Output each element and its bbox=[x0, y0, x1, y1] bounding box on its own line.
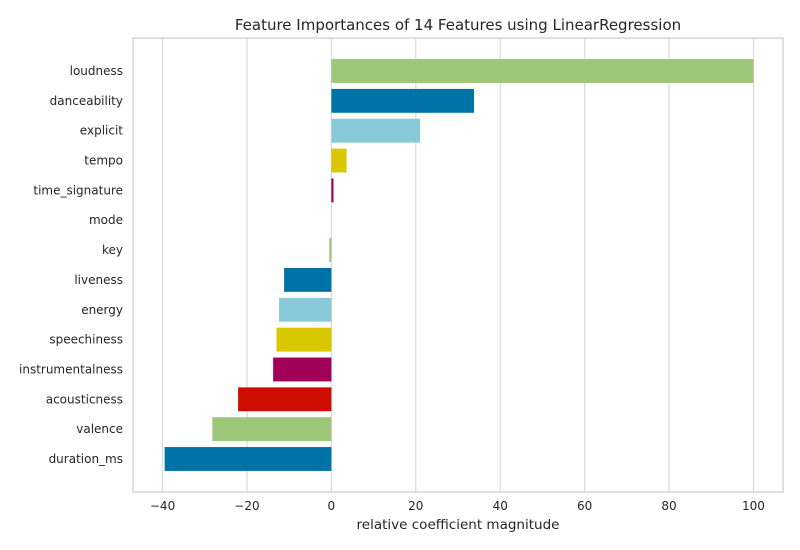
x-axis-label: relative coefficient magnitude bbox=[357, 517, 560, 533]
x-tick-label: −40 bbox=[150, 499, 175, 513]
bar-speechiness bbox=[276, 327, 332, 352]
bar-tempo bbox=[331, 148, 347, 173]
y-tick-label: speechiness bbox=[49, 333, 123, 347]
x-tick-label: 80 bbox=[661, 499, 676, 513]
y-tick-label: loudness bbox=[70, 64, 123, 78]
x-tick-label: 40 bbox=[493, 499, 508, 513]
y-tick-label: instrumentalness bbox=[19, 362, 123, 376]
x-tick-label: 0 bbox=[328, 499, 336, 513]
bars bbox=[164, 59, 754, 471]
bar-explicit bbox=[331, 118, 421, 143]
x-tick-label: 60 bbox=[577, 499, 592, 513]
y-tick-label: explicit bbox=[80, 124, 123, 138]
bar-valence bbox=[212, 417, 332, 442]
bar-energy bbox=[279, 297, 332, 322]
gridlines bbox=[161, 38, 755, 492]
bar-duration-ms bbox=[164, 447, 332, 471]
y-tick-label: key bbox=[102, 243, 123, 257]
bar-instrumentalness bbox=[273, 357, 332, 382]
y-tick-label: time_signature bbox=[33, 183, 123, 197]
bar-key bbox=[329, 238, 332, 263]
y-tick-label: acousticness bbox=[46, 392, 123, 406]
bar-danceability bbox=[331, 88, 475, 113]
bar-loudness bbox=[331, 59, 754, 83]
y-tick-labels: loudness danceability explicit tempo time_si… bbox=[19, 64, 123, 466]
plot-frame bbox=[132, 37, 784, 493]
bar-time-signature bbox=[331, 178, 334, 203]
chart-title: Feature Importances of 14 Features using… bbox=[235, 16, 681, 34]
y-tick-label: mode bbox=[89, 213, 123, 227]
bar-acousticness bbox=[238, 387, 332, 412]
y-tick-label: duration_ms bbox=[49, 452, 123, 466]
y-tick-label: liveness bbox=[74, 273, 123, 287]
x-tick-label: 20 bbox=[408, 499, 423, 513]
bar-liveness bbox=[284, 267, 332, 292]
y-tick-label: tempo bbox=[84, 154, 123, 168]
y-tick-label: valence bbox=[76, 422, 123, 436]
x-tick-labels: −40 −20 0 20 40 60 80 100 bbox=[150, 499, 765, 513]
x-tick-label: −20 bbox=[234, 499, 259, 513]
x-tick-label: 100 bbox=[742, 499, 765, 513]
y-tick-label: energy bbox=[81, 303, 123, 317]
y-tick-label: danceability bbox=[50, 94, 123, 108]
